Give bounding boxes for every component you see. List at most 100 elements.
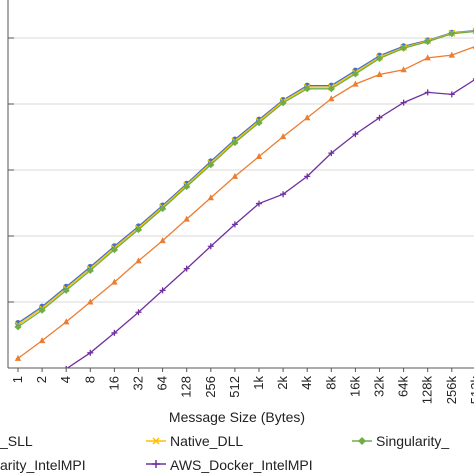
- data-point: [207, 161, 215, 169]
- data-point: [255, 153, 263, 160]
- x-tick-label: 32k: [372, 376, 387, 397]
- x-tick-label: 8: [82, 376, 97, 383]
- x-tick-label: 16k: [347, 376, 362, 397]
- series-1: [14, 27, 474, 329]
- x-tick-label: 4k: [299, 376, 314, 390]
- data-point: [255, 119, 263, 127]
- x-tick-label: 128k: [420, 376, 435, 405]
- data-point: [400, 99, 407, 106]
- legend-label-singularity-intelmpi: arity_IntelMPI: [0, 457, 86, 473]
- data-point: [376, 70, 383, 77]
- data-point: [256, 200, 262, 207]
- data-point: [376, 114, 383, 121]
- data-point: [87, 349, 94, 356]
- data-point: [400, 44, 408, 52]
- data-point: [303, 85, 311, 93]
- series-line: [17, 30, 474, 328]
- data-point: [159, 205, 167, 213]
- data-point: [424, 89, 431, 96]
- data-point: [62, 286, 70, 294]
- legend-marker-singularity: [358, 437, 366, 445]
- data-point: [327, 85, 335, 93]
- series-lines: [14, 27, 474, 391]
- data-point: [352, 131, 359, 138]
- x-tick-label: 8k: [323, 376, 338, 390]
- x-axis-title: Message Size (Bytes): [169, 409, 305, 425]
- series-line: [17, 30, 474, 324]
- data-point: [183, 183, 191, 191]
- data-point: [159, 237, 166, 244]
- series-line: [17, 46, 474, 359]
- x-tick-label: 2k: [275, 376, 290, 390]
- series-3: [14, 46, 474, 361]
- data-point: [328, 150, 335, 157]
- data-point: [183, 215, 190, 222]
- x-tick-label: 256k: [444, 376, 459, 405]
- data-point: [279, 133, 287, 140]
- data-point: [39, 303, 46, 310]
- legend: _SLL Native_DLL Singularity_ arity_Intel…: [0, 433, 449, 473]
- x-tick-label: 2: [34, 376, 49, 383]
- data-point: [87, 298, 94, 305]
- data-point: [65, 365, 67, 368]
- data-point: [86, 267, 94, 275]
- data-point: [38, 337, 46, 344]
- grid-lines: [8, 37, 474, 369]
- x-tick-labels: 1 2 4 8 16 32 64 128 256 512 1k 2k 4k 8k 16k 32k 64k 128k…: [10, 368, 474, 404]
- x-tick-label: 1k: [251, 376, 266, 390]
- data-point: [111, 329, 118, 336]
- data-point: [14, 354, 22, 361]
- data-point: [135, 226, 142, 234]
- data-point: [207, 194, 214, 201]
- axes: [7, 0, 474, 369]
- data-point: [159, 287, 166, 294]
- x-tick-label: 1: [10, 376, 25, 383]
- data-point: [424, 38, 432, 46]
- data-point: [111, 278, 118, 285]
- data-point: [424, 54, 431, 61]
- data-point: [304, 173, 311, 180]
- data-point: [280, 191, 287, 198]
- legend-marker-native-dll: [152, 437, 160, 445]
- data-point: [63, 283, 70, 290]
- series-2: [14, 29, 474, 331]
- data-point: [15, 385, 21, 391]
- data-point: [110, 246, 118, 254]
- data-point: [135, 257, 142, 264]
- x-tick-label: 512: [227, 376, 242, 398]
- data-point: [448, 91, 455, 98]
- x-tick-label: 32: [131, 376, 146, 390]
- data-point: [231, 139, 239, 147]
- data-point: [448, 30, 456, 38]
- data-point: [14, 323, 22, 331]
- data-point: [38, 306, 46, 314]
- x-tick-label: 256: [203, 376, 218, 398]
- data-point: [448, 51, 455, 58]
- legend-label-aws-docker: AWS_Docker_IntelMPI: [170, 457, 313, 473]
- x-tick-label: 64k: [396, 376, 411, 397]
- data-point: [207, 243, 214, 250]
- series-line: [66, 79, 474, 368]
- data-point: [376, 54, 383, 62]
- data-point: [304, 114, 311, 121]
- legend-marker-aws-docker: [152, 460, 160, 468]
- legend-label-native-dll: Native_DLL: [170, 433, 243, 449]
- series-4: [15, 78, 474, 391]
- data-point: [135, 309, 142, 316]
- data-point: [231, 221, 238, 228]
- legend-label-singularity: Singularity_: [376, 433, 449, 449]
- legend-label-native-sll: _SLL: [0, 433, 33, 449]
- data-point: [400, 66, 407, 73]
- data-point: [279, 99, 287, 107]
- data-point: [231, 172, 239, 179]
- data-point: [328, 95, 335, 102]
- x-tick-label: 4: [58, 376, 73, 383]
- data-point: [351, 70, 359, 78]
- series-line: [17, 30, 474, 326]
- data-point: [352, 80, 359, 87]
- x-tick-label: 64: [155, 376, 170, 390]
- x-tick-label: 128: [179, 376, 194, 398]
- data-point: [183, 265, 190, 272]
- data-point: [63, 318, 70, 325]
